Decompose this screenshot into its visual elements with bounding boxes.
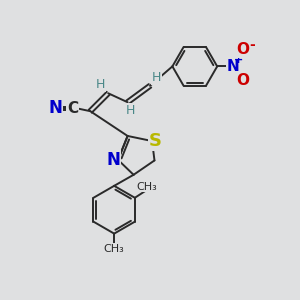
Text: O: O [237,43,250,58]
Text: C: C [67,101,78,116]
Text: CH₃: CH₃ [104,244,124,254]
Text: O: O [237,73,250,88]
Text: H: H [96,78,105,92]
Text: H: H [126,104,135,117]
Text: H: H [152,71,161,84]
Text: +: + [234,56,243,65]
Text: S: S [149,132,162,150]
Text: N: N [106,151,121,169]
Text: N: N [226,59,239,74]
Text: CH₃: CH₃ [136,182,157,192]
Text: N: N [48,99,62,117]
Text: -: - [249,38,255,52]
